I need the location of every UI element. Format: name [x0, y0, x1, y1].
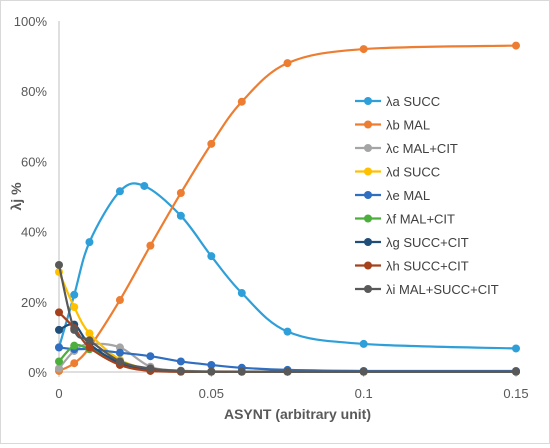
legend-label: λe MAL — [386, 188, 430, 203]
data-point — [70, 325, 79, 334]
y-tick-label: 80% — [21, 84, 47, 99]
data-point — [115, 187, 124, 196]
data-point — [85, 238, 94, 247]
legend-marker — [364, 285, 372, 293]
legend-item: λa SUCC — [355, 94, 440, 109]
legend-item: λb MAL — [355, 118, 430, 133]
data-point — [146, 352, 155, 361]
y-tick-label: 60% — [21, 154, 47, 169]
data-point — [207, 367, 216, 376]
series — [55, 260, 520, 376]
legend-item: λg SUCC+CIT — [355, 235, 469, 250]
legend-label: λg SUCC+CIT — [386, 235, 469, 250]
y-axis-title: λj % — [8, 182, 24, 211]
data-point — [359, 339, 368, 348]
series-line — [57, 264, 516, 373]
x-tick-label: 0.1 — [355, 386, 373, 401]
data-point — [512, 367, 520, 376]
legend-item: λi MAL+SUCC+CIT — [355, 282, 499, 297]
data-point — [176, 188, 185, 197]
y-tick-label: 0% — [28, 365, 47, 380]
x-tick-label: 0.15 — [503, 386, 528, 401]
data-point — [55, 343, 63, 352]
y-tick-label: 20% — [21, 295, 47, 310]
data-point — [85, 336, 94, 345]
data-point — [146, 241, 155, 250]
legend-item: λd SUCC — [355, 165, 440, 180]
data-point — [283, 327, 292, 336]
data-point — [55, 260, 63, 269]
series-layer — [55, 41, 520, 376]
data-point — [55, 357, 63, 366]
legend: λa SUCC λb MAL λc MAL+CIT λd SUCC λe MAL λf M… — [355, 94, 499, 297]
data-point — [359, 45, 368, 54]
data-point — [237, 97, 246, 106]
data-point — [70, 303, 79, 312]
legend-marker — [364, 167, 372, 176]
data-point — [359, 367, 368, 376]
data-point — [55, 308, 63, 317]
legend-label: λa SUCC — [386, 94, 440, 109]
legend-label: λc MAL+CIT — [386, 141, 458, 156]
legend-item: λf MAL+CIT — [355, 212, 455, 227]
data-point — [70, 359, 79, 368]
data-point — [207, 139, 216, 148]
data-point — [512, 41, 520, 50]
data-point — [85, 343, 94, 352]
data-point — [207, 360, 216, 369]
data-point — [115, 296, 124, 305]
data-point — [70, 290, 79, 299]
data-point — [207, 252, 216, 261]
legend-label: λf MAL+CIT — [386, 212, 455, 227]
legend-item: λe MAL — [355, 188, 430, 203]
data-point — [146, 364, 155, 373]
data-point — [176, 357, 185, 366]
legend-marker — [364, 97, 372, 105]
y-tick-label: 40% — [21, 225, 47, 240]
data-point — [176, 211, 185, 220]
data-point — [55, 364, 63, 373]
legend-label: λh SUCC+CIT — [386, 259, 469, 274]
legend-marker — [364, 238, 372, 246]
series-line — [57, 182, 517, 350]
series — [55, 308, 520, 376]
legend-label: λi MAL+SUCC+CIT — [386, 282, 499, 297]
legend-label: λd SUCC — [386, 165, 440, 180]
x-axis-title: ASYNT (arbitrary unit) — [224, 406, 371, 422]
data-point — [283, 59, 292, 68]
y-tick-label: 100% — [14, 14, 48, 29]
legend-marker — [364, 261, 372, 270]
data-point — [237, 367, 246, 376]
data-point — [237, 289, 246, 298]
series-line — [58, 44, 517, 372]
data-point — [176, 366, 185, 375]
legend-marker — [364, 120, 372, 129]
legend-item: λc MAL+CIT — [355, 141, 458, 156]
data-point — [55, 325, 63, 334]
x-tick-label: 0.05 — [199, 386, 224, 401]
legend-item: λh SUCC+CIT — [355, 259, 469, 274]
legend-marker — [364, 191, 372, 199]
legend-marker — [364, 214, 372, 223]
series — [55, 41, 520, 375]
data-point — [115, 357, 124, 366]
data-point — [115, 348, 124, 357]
data-point — [85, 329, 94, 338]
data-point — [140, 181, 149, 190]
data-point — [512, 344, 520, 353]
legend-marker — [364, 144, 372, 152]
data-point — [70, 341, 79, 350]
x-tick-label: 0 — [55, 386, 62, 401]
legend-label: λb MAL — [386, 118, 430, 133]
data-point — [283, 367, 292, 376]
